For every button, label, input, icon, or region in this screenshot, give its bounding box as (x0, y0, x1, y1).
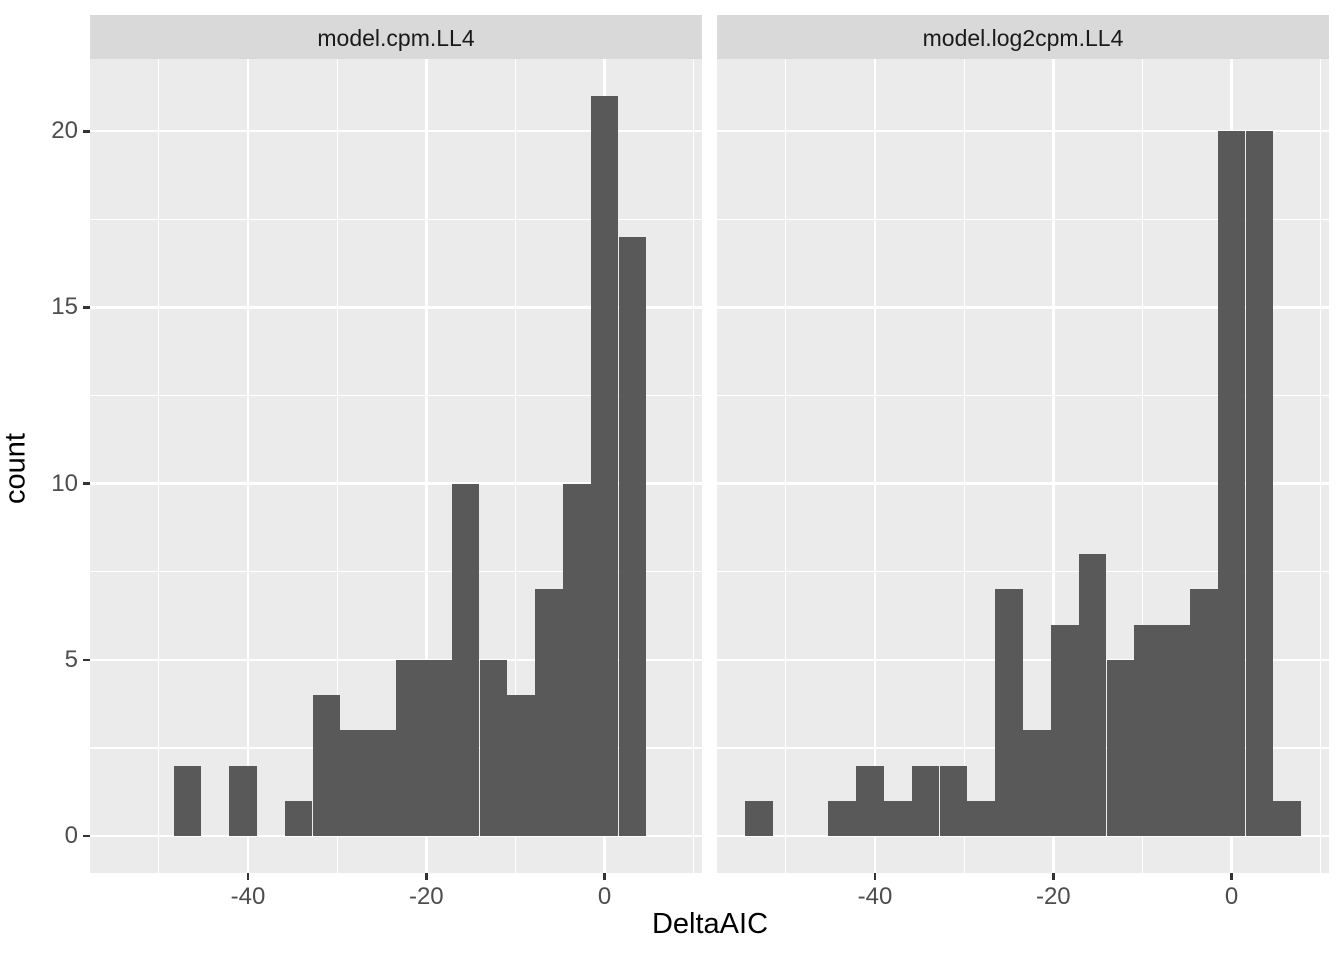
histogram-bar (1078, 554, 1107, 836)
x-minor-gridline (963, 59, 965, 873)
x-axis-tick (873, 873, 877, 880)
histogram-bar (967, 800, 996, 836)
histogram-bar (883, 800, 912, 836)
y-axis-tick-label: 20 (51, 117, 78, 145)
y-axis-title: count (0, 433, 32, 504)
histogram-bar (856, 765, 884, 836)
y-major-gridline (717, 658, 1329, 662)
histogram-bar (535, 589, 563, 836)
x-axis-tick (603, 873, 606, 880)
y-minor-gridline (717, 218, 1329, 220)
x-minor-gridline (1320, 59, 1322, 873)
histogram-bar (1106, 659, 1135, 836)
histogram-bar (1050, 624, 1079, 836)
x-minor-gridline (785, 59, 787, 873)
x-axis-tick (1230, 873, 1233, 880)
histogram-bar (312, 695, 341, 836)
x-major-gridline (246, 59, 250, 873)
y-axis-tick (83, 658, 90, 662)
x-minor-gridline (514, 59, 517, 873)
histogram-bar (995, 589, 1023, 836)
y-minor-gridline (90, 571, 702, 573)
y-axis-tick-label: 10 (51, 469, 78, 497)
x-axis-tick (425, 873, 428, 880)
y-major-gridline (90, 306, 702, 309)
histogram-bar (562, 483, 591, 836)
x-major-gridline (425, 59, 428, 873)
x-axis-tick-label: -20 (408, 883, 444, 910)
histogram-bar (340, 730, 369, 836)
histogram-bar (507, 695, 536, 836)
y-axis-tick-label: 15 (51, 293, 78, 321)
histogram-bar (423, 659, 452, 836)
histogram-bar (1273, 800, 1302, 836)
x-axis-tick-label: 0 (597, 883, 612, 910)
y-minor-gridline (717, 394, 1329, 397)
y-axis-tick (83, 306, 90, 309)
x-axis-tick (1052, 873, 1055, 880)
x-axis-tick-label: -40 (230, 883, 266, 910)
histogram-bar (1162, 624, 1190, 836)
x-axis-tick-label: 0 (1224, 883, 1239, 910)
histogram-bar (479, 659, 508, 836)
x-axis-tick-label: -20 (1035, 883, 1071, 910)
x-minor-gridline (336, 59, 338, 873)
x-major-gridline (1052, 59, 1055, 873)
y-major-gridline (717, 129, 1329, 133)
histogram-panel-model-cpm-ll4 (90, 59, 702, 873)
histogram-bar (1245, 131, 1274, 836)
y-major-gridline (90, 834, 702, 838)
histogram-bar (744, 800, 773, 836)
x-axis-title: DeltaAIC (651, 908, 769, 940)
y-axis-tick (83, 482, 90, 485)
histogram-bar (1023, 730, 1051, 836)
y-major-gridline (717, 306, 1329, 309)
y-major-gridline (90, 482, 702, 485)
histogram-bar (1134, 624, 1163, 836)
histogram-bar (618, 237, 647, 836)
x-minor-gridline (1141, 59, 1144, 873)
facet-strip-model-cpm-ll4: model.cpm.LL4 (90, 15, 702, 59)
histogram-bar (368, 730, 396, 836)
histogram-bar (229, 765, 257, 836)
y-minor-gridline (90, 394, 702, 397)
histogram-bar (1189, 589, 1218, 836)
y-major-gridline (717, 482, 1329, 485)
x-axis-tick-label: -40 (857, 883, 893, 910)
histogram-bar (284, 800, 313, 836)
histogram-panel-model-log2cpm-ll4 (717, 59, 1329, 873)
x-minor-gridline (158, 59, 160, 873)
histogram-bar (1217, 131, 1246, 836)
y-axis-tick-label: 5 (64, 645, 78, 673)
histogram-bar (828, 800, 857, 836)
histogram-bar (590, 96, 619, 836)
y-axis-tick (83, 834, 90, 838)
y-axis-tick (83, 130, 90, 133)
histogram-bar (939, 765, 968, 836)
x-major-gridline (873, 59, 877, 873)
y-major-gridline (717, 834, 1329, 838)
facet-strip-title: model.cpm.LL4 (317, 24, 475, 51)
y-major-gridline (90, 129, 702, 133)
y-axis-tick-label: 0 (64, 822, 78, 849)
histogram-bar (173, 765, 202, 836)
x-minor-gridline (693, 59, 695, 873)
histogram-bar (396, 659, 424, 836)
facet-strip-model-log2cpm-ll4: model.log2cpm.LL4 (717, 15, 1329, 59)
y-minor-gridline (90, 218, 702, 220)
histogram-bar (451, 483, 480, 836)
x-axis-tick (246, 873, 250, 880)
y-minor-gridline (717, 571, 1329, 573)
facet-strip-title: model.log2cpm.LL4 (922, 24, 1124, 51)
histogram-bar (911, 765, 940, 836)
